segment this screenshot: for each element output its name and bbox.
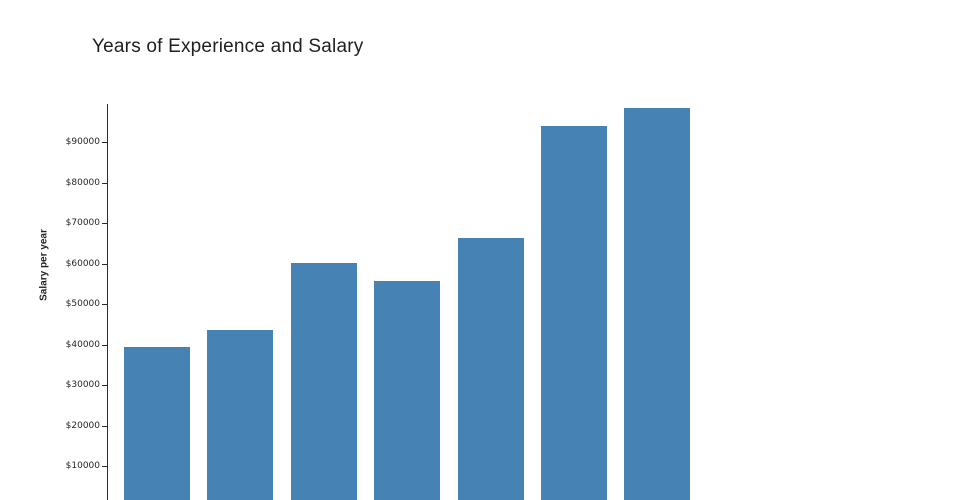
bar [207, 329, 274, 500]
y-tick-mark [102, 344, 107, 346]
y-tick-label: $20000 [65, 420, 100, 431]
bar [457, 238, 524, 500]
y-tick-mark [102, 466, 107, 467]
y-axis-spine [107, 104, 108, 500]
bar [290, 262, 357, 500]
bar [624, 107, 691, 500]
y-tick-label: $40000 [65, 339, 100, 350]
y-tick-label: $60000 [65, 258, 100, 269]
y-tick-mark [102, 182, 107, 184]
y-tick-label: $30000 [65, 380, 100, 390]
chart-title: Years of Experience and Salary [92, 36, 364, 57]
y-tick-mark [102, 263, 107, 265]
y-tick-mark [102, 425, 107, 427]
bar [374, 280, 441, 500]
y-tick-label: $80000 [65, 177, 100, 188]
y-tick-mark [102, 223, 107, 224]
y-tick-label: $10000 [65, 461, 100, 471]
y-tick-mark [102, 142, 107, 143]
y-tick-label: $70000 [65, 218, 100, 228]
y-tick-label: $90000 [65, 137, 100, 147]
bar [541, 125, 607, 500]
y-tick-mark [102, 385, 107, 386]
bar [124, 346, 190, 500]
y-tick-label: $50000 [65, 299, 100, 309]
y-tick-mark [102, 304, 107, 305]
